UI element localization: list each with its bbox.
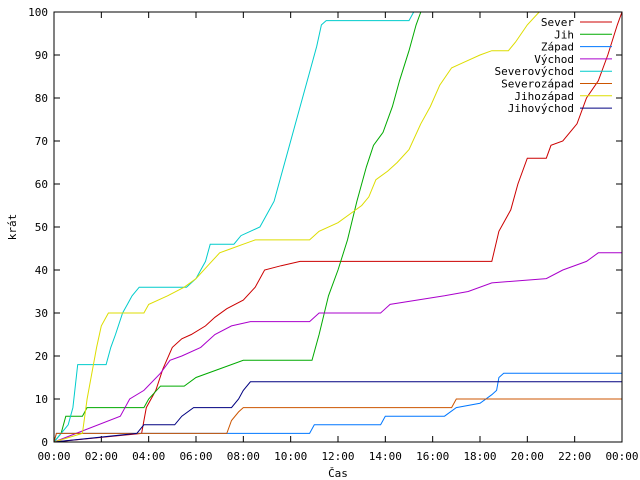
- x-tick-label: 08:00: [227, 450, 260, 463]
- legend-label: Sever: [541, 16, 574, 29]
- y-tick-label: 20: [35, 350, 48, 363]
- y-tick-label: 50: [35, 221, 48, 234]
- y-tick-label: 40: [35, 264, 48, 277]
- series-line: [53, 381, 622, 443]
- x-tick-label: 16:00: [416, 450, 449, 463]
- x-tick-label: 00:00: [37, 450, 70, 463]
- plot-frame: [53, 11, 623, 443]
- x-tick-label: 04:00: [132, 450, 165, 463]
- legend-label: Severozápad: [501, 78, 574, 91]
- y-tick-label: 30: [35, 307, 48, 320]
- legend-label: Západ: [541, 41, 574, 54]
- y-tick-label: 90: [35, 49, 48, 62]
- y-tick-label: 100: [28, 6, 48, 19]
- legend: SeverJihZápadVýchodSeverovýchodSeverozáp…: [495, 16, 612, 115]
- x-axis-label: Čas: [328, 467, 348, 480]
- x-tick-label: 12:00: [321, 450, 354, 463]
- x-tick-label: 10:00: [274, 450, 307, 463]
- series-line: [53, 398, 622, 443]
- y-tick-label: 80: [35, 92, 48, 105]
- x-tick-label: 22:00: [558, 450, 591, 463]
- x-tick-label: 18:00: [463, 450, 496, 463]
- legend-label: Severovýchod: [495, 65, 574, 78]
- legend-label: Východ: [534, 53, 574, 66]
- series-line: [53, 11, 623, 443]
- series-line: [53, 11, 540, 443]
- legend-label: Jihozápad: [514, 90, 574, 103]
- x-tick-label: 14:00: [369, 450, 402, 463]
- y-tick-label: 70: [35, 135, 48, 148]
- series-line: [53, 11, 422, 443]
- legend-label: Jih: [554, 28, 574, 41]
- series-lines: [53, 11, 623, 443]
- y-axis-label: krát: [6, 214, 19, 241]
- series-line: [53, 11, 415, 443]
- y-tick-label: 10: [35, 393, 48, 406]
- x-tick-label: 06:00: [179, 450, 212, 463]
- y-tick-label: 60: [35, 178, 48, 191]
- x-tick-label: 00:00: [605, 450, 638, 463]
- y-tick-label: 0: [41, 436, 48, 449]
- tick-labels: 0 10 20 30 40 50 60 70 80 90 100 00:00 02:00 04:00 06:…: [28, 6, 638, 463]
- x-tick-label: 02:00: [85, 450, 118, 463]
- x-tick-label: 20:00: [511, 450, 544, 463]
- legend-label: Jihovýchod: [508, 102, 574, 115]
- series-line: [53, 252, 622, 443]
